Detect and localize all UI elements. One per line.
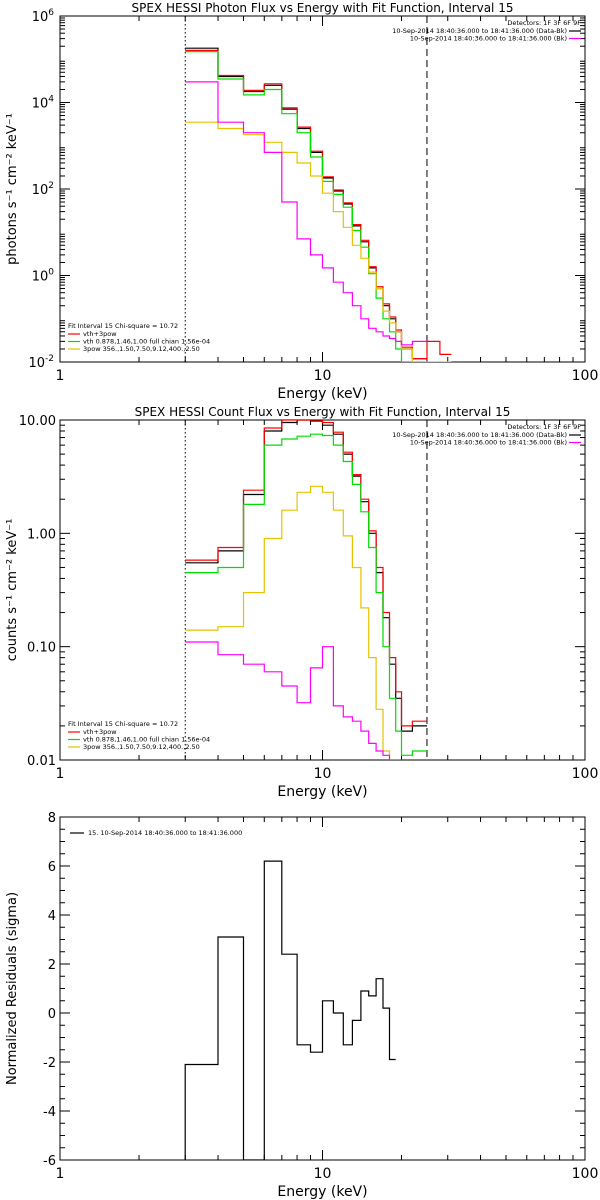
x-tick-label: 1 xyxy=(56,766,65,782)
y-tick-base: 10 xyxy=(32,97,49,112)
chart-1: SPEX HESSI Photon Flux vs Energy with Fi… xyxy=(5,1,598,402)
series-line-2 xyxy=(185,420,427,727)
legend-header: Detectors: 1F 3F 6F 9F xyxy=(507,19,581,27)
legend-entry-text: vth+3pow xyxy=(83,728,117,736)
y-tick-label: 8 xyxy=(48,811,56,826)
y-tick-exponent: 6 xyxy=(48,8,54,18)
series-line-5 xyxy=(185,81,427,346)
plot-area xyxy=(185,420,427,760)
legend-bottomleft: Fit Interval 15 Chi-square = 10.72vth+3p… xyxy=(68,720,210,751)
plot-area xyxy=(184,860,396,1160)
series-line-5 xyxy=(185,641,402,760)
y-tick-label: 1.00 xyxy=(27,527,56,542)
legend-header: Detectors: 1F 3F 6F 9F xyxy=(507,423,581,431)
legend-entry-text: 10-Sep-2014 18:40:36.000 to 18:41:36.000… xyxy=(410,35,567,43)
legend-entry-text: vth 0.878,1.46,1.00 full chian 1.56e-04 xyxy=(83,338,210,346)
x-tick-label: 1 xyxy=(56,1166,65,1182)
x-tick-label: 100 xyxy=(572,1166,599,1182)
y-tick-label: 4 xyxy=(48,909,56,924)
series-line-4 xyxy=(185,121,452,362)
legend-entry-text: 10-Sep-2014 18:40:36.000 to 18:41:36.000… xyxy=(410,439,567,447)
x-axis-label: Energy (keV) xyxy=(277,1184,367,1200)
series-line-1 xyxy=(185,420,427,732)
y-tick-base: 10 xyxy=(28,356,45,371)
y-tick-label: 10.00 xyxy=(19,414,56,429)
chart-3: 1 10 100 Energy (keV) -6 -4 -2 0 2 4 6 8 Normalized … xyxy=(5,811,598,1200)
y-tick-label: 106 xyxy=(32,8,55,25)
series-line-3 xyxy=(185,51,427,362)
x-tick-label: 100 xyxy=(572,766,599,782)
series-line-1 xyxy=(185,47,427,360)
chart-title: SPEX HESSI Photon Flux vs Energy with Fi… xyxy=(132,1,514,15)
y-tick-exponent: -2 xyxy=(45,354,54,364)
y-tick-label: 0.10 xyxy=(27,641,56,656)
x-tick-label: 100 xyxy=(572,368,599,384)
legend-entry-text: 3pow 356.,1.50,7.50,9.12,400.,2.50 xyxy=(83,345,200,353)
y-tick-exponent: 0 xyxy=(48,268,54,278)
legend-topleft: 15. 10-Sep-2014 18:40:36.000 to 18:41:36… xyxy=(70,829,242,837)
chart-2: SPEX HESSI Count Flux vs Energy with Fit… xyxy=(5,405,598,800)
y-tick-label: -2 xyxy=(43,1056,56,1071)
legend-entry-text: vth+3pow xyxy=(83,330,117,338)
series-line-2 xyxy=(185,49,452,360)
y-tick-label: 0 xyxy=(48,1007,56,1022)
legend-entry-text: 10-Sep-2014 18:40:36.000 to 18:41:36.000… xyxy=(392,27,567,35)
series-line-4 xyxy=(185,485,402,760)
y-tick-label: -6 xyxy=(43,1154,56,1169)
y-axis-label: Normalized Residuals (sigma) xyxy=(5,892,20,1085)
y-tick-label: -4 xyxy=(43,1105,56,1120)
legend-bottomleft: Fit Interval 15 Chi-square = 10.72vth+3p… xyxy=(68,322,210,353)
y-axis-label: photons s⁻¹ cm⁻² keV⁻¹ xyxy=(5,113,20,265)
y-tick-label: 10-2 xyxy=(28,354,54,371)
chart-title: SPEX HESSI Count Flux vs Energy with Fit… xyxy=(135,405,511,419)
x-tick-label: 1 xyxy=(56,368,65,384)
y-tick-label: 2 xyxy=(48,958,56,973)
y-tick-base: 10 xyxy=(32,183,49,198)
y-tick-label: 100 xyxy=(32,268,55,285)
plot-frame xyxy=(59,419,586,761)
legend-header: Fit Interval 15 Chi-square = 10.72 xyxy=(68,322,178,330)
series-line-1 xyxy=(184,860,396,1160)
x-tick-label: 10 xyxy=(314,1166,332,1182)
y-axis-label: counts s⁻¹ cm⁻² keV⁻¹ xyxy=(5,519,20,662)
x-tick-label: 10 xyxy=(314,766,332,782)
series-line-3 xyxy=(185,433,427,756)
legend-entry-text: 10-Sep-2014 18:40:36.000 to 18:41:36.000… xyxy=(392,431,567,439)
legend-entry-text: vth 0.878,1.46,1.00 full chian 1.56e-04 xyxy=(83,736,210,744)
y-tick-base: 10 xyxy=(32,270,49,285)
y-tick-label: 0.01 xyxy=(27,754,56,769)
legend-header: Fit Interval 15 Chi-square = 10.72 xyxy=(68,720,178,728)
y-tick-label: 102 xyxy=(32,181,54,198)
plot-frame xyxy=(59,816,586,1161)
y-tick-exponent: 4 xyxy=(48,95,54,105)
x-axis-label: Energy (keV) xyxy=(277,784,367,800)
y-tick-label: 6 xyxy=(48,860,56,875)
x-axis-label: Energy (keV) xyxy=(277,386,367,402)
y-tick-label: 104 xyxy=(32,95,55,112)
x-tick-label: 10 xyxy=(314,368,332,384)
y-tick-exponent: 2 xyxy=(48,181,54,191)
y-tick-base: 10 xyxy=(32,10,49,25)
plot-area xyxy=(185,47,452,362)
legend-entry-text: 15. 10-Sep-2014 18:40:36.000 to 18:41:36… xyxy=(88,829,242,837)
legend-entry-text: 3pow 356.,1.50,7.50,9.12,400.,2.50 xyxy=(83,743,200,751)
